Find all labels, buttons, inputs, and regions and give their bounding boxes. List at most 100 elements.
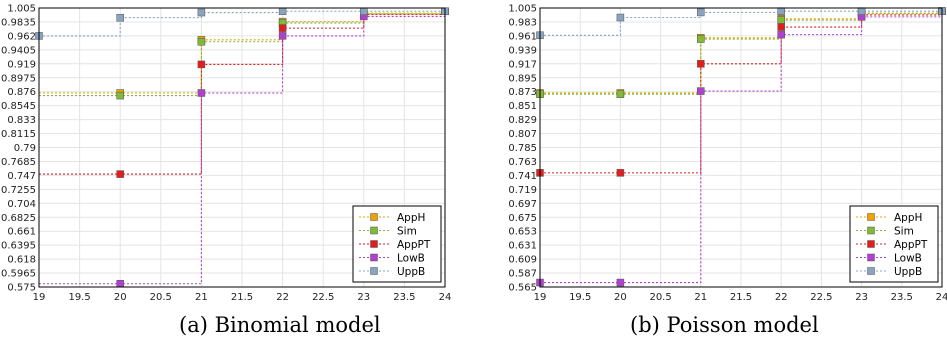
y-tick-label: 0.9835: [1, 17, 36, 28]
y-tick-label: 0.962: [7, 31, 36, 42]
point-lowb: [616, 278, 625, 287]
point-uppb: [616, 13, 625, 22]
y-tick-label: 0.79: [14, 143, 36, 154]
legend-swatch-marker: [370, 253, 378, 262]
point-uppb: [116, 13, 124, 22]
point-uppb: [697, 8, 705, 17]
legend-swatch-marker: [867, 267, 875, 275]
series-line-lowb: [540, 11, 943, 284]
legend-label-apph: AppH: [894, 212, 922, 224]
y-tick-label: 0.587: [508, 269, 537, 280]
point-apppt: [616, 169, 625, 177]
x-tick-label: 21.5: [231, 292, 253, 303]
y-tick-label: 0.7255: [1, 185, 36, 196]
legend-swatch-marker: [867, 213, 875, 221]
y-tick-label: 1.005: [508, 4, 537, 15]
y-tick-label: 0.565: [508, 283, 537, 294]
x-tick-label: 23.5: [891, 292, 913, 303]
x-tick-label: 21: [195, 292, 208, 303]
y-tick-label: 0.675: [508, 213, 537, 224]
caption-poisson: (b) Poisson model: [630, 313, 819, 337]
legend-label-uppb: UppB: [894, 266, 922, 278]
axes-frame: [539, 7, 943, 288]
y-tick-label: 0.833: [7, 115, 36, 126]
point-lowb: [697, 87, 705, 95]
x-tick-label: 19.5: [569, 292, 591, 303]
legend-label-apppt: AppPT: [397, 239, 431, 251]
point-apppt: [278, 24, 287, 32]
point-uppb: [857, 7, 866, 15]
y-tick-label: 0.5965: [1, 269, 36, 280]
x-tick-label: 23: [855, 292, 868, 303]
point-uppb: [360, 7, 368, 15]
y-tick-label: 0.763: [508, 157, 537, 168]
point-apppt: [777, 23, 785, 31]
legend-label-lowb: LowB: [397, 253, 425, 265]
x-tick-label: 21: [694, 292, 707, 303]
y-tick-label: 0.807: [508, 129, 537, 140]
x-tick-label: 22.5: [810, 292, 832, 303]
y-tick-label: 0.895: [508, 73, 537, 84]
caption-binomial: (a) Binomial model: [179, 313, 381, 337]
y-tick-label: 0.983: [508, 17, 537, 28]
y-tick-label: 0.704: [7, 199, 36, 210]
y-tick-label: 0.653: [508, 227, 537, 238]
y-tick-label: 0.661: [7, 227, 36, 238]
legend-swatch-marker: [370, 267, 378, 275]
y-tick-label: 0.8115: [1, 129, 36, 140]
series-line-apppt: [39, 11, 446, 175]
legend-swatch-marker: [867, 226, 875, 235]
series-line-apppt: [540, 11, 943, 174]
y-tick-label: 0.697: [508, 199, 537, 210]
legend-label-apppt: AppPT: [894, 239, 928, 251]
x-tick-label: 21.5: [730, 292, 752, 303]
legend-label-sim: Sim: [894, 226, 914, 238]
y-tick-label: 0.741: [508, 171, 537, 182]
y-tick-label: 0.873: [508, 87, 537, 98]
x-tick-label: 24: [439, 292, 452, 303]
point-apppt: [697, 60, 705, 68]
point-apppt: [116, 170, 124, 178]
point-lowb: [116, 280, 124, 288]
point-sim: [197, 37, 206, 46]
point-sim: [697, 35, 705, 43]
legend-swatch-marker: [867, 240, 875, 248]
y-tick-label: 0.747: [7, 171, 36, 182]
point-sim: [616, 90, 625, 98]
chart-binomial: 19 19.5 20 20.5 21 21.5 22 22.5 23 23.5 24 0.575 0.5…: [1, 4, 452, 304]
legend-swatch-marker: [370, 213, 378, 221]
legend-label-uppb: UppB: [397, 266, 425, 278]
legend-label-lowb: LowB: [894, 253, 922, 265]
legend-label-apph: AppH: [397, 212, 425, 224]
point-uppb: [777, 7, 785, 15]
x-tick-label: 20: [114, 292, 127, 303]
legend-swatch-marker: [370, 226, 378, 235]
y-tick-label: 0.631: [508, 241, 537, 252]
x-tick-label: 19.5: [68, 292, 90, 303]
y-tick-label: 0.6395: [1, 241, 36, 252]
y-tick-label: 0.9405: [1, 45, 36, 56]
x-tick-label: 20.5: [150, 292, 172, 303]
x-tick-label: 22: [775, 292, 788, 303]
y-tick-label: 0.876: [7, 87, 36, 98]
point-uppb: [197, 8, 206, 17]
series-line-sim: [39, 11, 446, 97]
point-lowb: [777, 30, 785, 39]
series-line-lowb: [39, 11, 446, 285]
chart-poisson: 19 19.5 20 20.5 21 21.5 22 22.5 23 23.5 24 0.565 0.5…: [508, 4, 947, 304]
y-tick-label: 0.939: [508, 45, 537, 56]
y-tick-label: 0.961: [508, 31, 537, 42]
x-tick-label: 23: [357, 292, 370, 303]
y-tick-label: 0.8975: [1, 73, 36, 84]
point-uppb: [278, 7, 287, 15]
y-tick-label: 0.917: [508, 59, 537, 70]
y-tick-label: 0.829: [508, 115, 537, 126]
point-sim: [777, 16, 785, 24]
y-tick-label: 0.851: [508, 101, 537, 112]
legend-label-sim: Sim: [397, 226, 417, 238]
x-tick-label: 22: [276, 292, 289, 303]
x-tick-label: 24: [936, 292, 947, 303]
y-tick-label: 0.719: [508, 185, 537, 196]
chart-panel-poisson: 19 19.5 20 20.5 21 21.5 22 22.5 23 23.5 24 0.565 0.5…: [497, 0, 947, 338]
